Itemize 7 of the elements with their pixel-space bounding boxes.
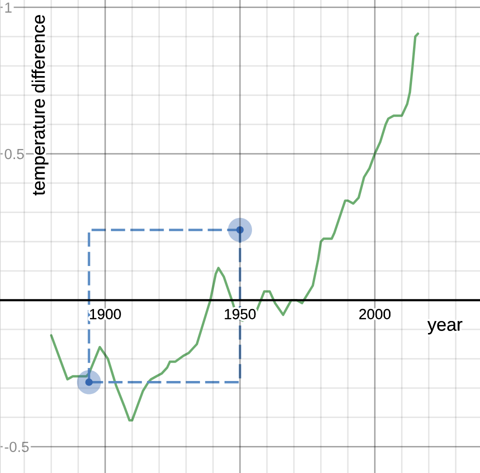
y-tick-label: 1	[5, 2, 12, 13]
y-axis-title: temperature difference	[32, 15, 48, 196]
x-tick-label: 2000	[359, 308, 390, 320]
y-tick-label: -0.5	[4, 442, 29, 452]
x-axis-title: year	[427, 320, 462, 334]
y-tick-label: 0.5	[4, 148, 24, 160]
x-tick-label: 1900	[90, 308, 121, 320]
